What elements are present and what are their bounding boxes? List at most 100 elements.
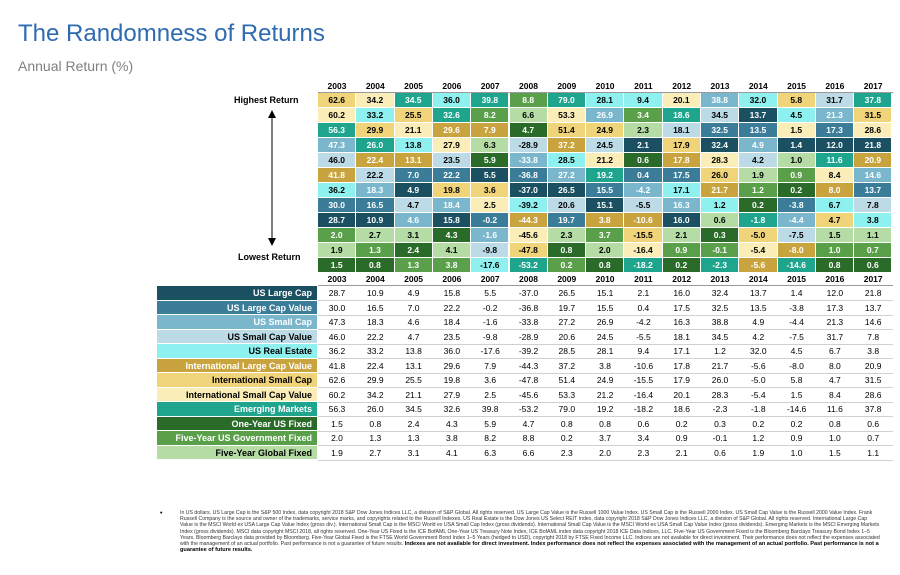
table-cell: 18.1: [673, 331, 690, 342]
ranked-cell: 1.5: [318, 258, 357, 273]
table-cell: -8.0: [789, 360, 804, 371]
ranked-cell: 17.3: [815, 123, 855, 138]
ranked-cell: 29.6: [432, 123, 472, 138]
table-cell: 30.0: [328, 302, 346, 313]
ranked-cell: 0.7: [854, 243, 893, 258]
ranked-cell: 34.5: [701, 108, 740, 123]
table-cell: 0.2: [675, 418, 688, 429]
ranked-cell: 1.9: [318, 243, 357, 258]
year-label: 2013: [710, 81, 730, 91]
year-label: 2015: [787, 274, 807, 284]
year-label: 2006: [442, 274, 462, 284]
year-label: 2004: [365, 274, 385, 284]
ranked-cell: 60.2: [318, 108, 357, 123]
table-cell: 32.6: [443, 404, 461, 414]
table-cell: 32.5: [711, 302, 729, 313]
table-cell: -1.6: [482, 317, 498, 327]
ranked-cell: 21.2: [586, 153, 625, 168]
table-cell: 37.2: [558, 360, 576, 371]
ranked-cell: 8.4: [815, 168, 855, 183]
year-label: 2003: [327, 274, 347, 284]
table-cell: 41.8: [328, 360, 346, 371]
table-cell: 13.7: [864, 302, 882, 313]
ranked-cell: 18.4: [432, 198, 472, 213]
year-label: 2009: [557, 81, 577, 91]
ranked-cell: 0.6: [701, 213, 740, 228]
year-label: 2017: [863, 81, 883, 91]
ranked-cell: 8.8: [509, 93, 548, 108]
table-cell: -33.8: [518, 317, 539, 327]
year-label: 2011: [634, 274, 653, 284]
ranked-cell: 13.8: [394, 138, 433, 153]
table-cell: 9.4: [637, 346, 650, 356]
table-cell: 18.6: [673, 404, 690, 414]
ranked-cell: -39.2: [509, 198, 548, 213]
table-cell: 28.5: [558, 346, 576, 356]
table-cell: -53.2: [518, 404, 539, 414]
ranked-cell: 18.3: [356, 183, 395, 198]
table-cell: 21.2: [596, 389, 614, 400]
ranked-cell: 28.5: [547, 153, 587, 168]
ranked-cell: -47.8: [509, 243, 548, 258]
ranked-cell: -17.6: [471, 258, 510, 273]
table-cell: 0.8: [560, 418, 573, 429]
page-subtitle: Annual Return (%): [18, 58, 134, 74]
row-rule: [318, 416, 893, 417]
ranked-cell: -5.4: [739, 243, 778, 258]
ranked-cell: -14.6: [777, 258, 816, 273]
ranked-cell: -7.5: [777, 228, 816, 243]
ranked-cell: 9.4: [624, 93, 663, 108]
table-cell: 4.7: [522, 418, 535, 429]
table-cell: 26.5: [558, 288, 576, 298]
table-cell: 4.6: [407, 317, 420, 327]
row-rule: [318, 314, 893, 316]
ranked-cell: 2.3: [624, 123, 663, 138]
ranked-cell: 14.6: [854, 168, 893, 183]
table-cell: 3.1: [407, 447, 420, 458]
ranked-cell: -1.6: [471, 228, 510, 243]
ranked-cell: 26.5: [547, 183, 587, 198]
table-cell: 4.9: [407, 288, 420, 298]
series-label: International Large Cap Value: [157, 358, 317, 373]
series-label: US Small Cap Value: [157, 329, 317, 344]
ranked-cell: 1.5: [777, 123, 816, 138]
series-label: US Large Cap: [157, 286, 317, 301]
ranked-cell: 34.5: [394, 93, 433, 108]
ranked-cell: 0.4: [624, 168, 663, 183]
ranked-cell: -1.8: [739, 213, 778, 228]
table-cell: 31.5: [864, 375, 882, 385]
table-cell: -3.8: [789, 302, 804, 313]
ranked-cell: 16.5: [356, 198, 395, 213]
ranked-cell: 29.9: [356, 123, 395, 138]
table-cell: 34.2: [367, 389, 384, 400]
table-cell: 17.3: [826, 302, 844, 313]
ranked-cell: 31.5: [854, 108, 893, 123]
table-cell: -44.3: [518, 360, 539, 371]
ranked-cell: 11.6: [815, 153, 855, 168]
ranked-cell: 36.0: [432, 93, 472, 108]
ranked-cell: 20.1: [662, 93, 701, 108]
ranked-cell: 33.2: [356, 108, 395, 123]
table-cell: 19.7: [558, 302, 576, 313]
table-cell: -47.8: [518, 375, 539, 385]
table-cell: 3.6: [484, 375, 497, 385]
ranked-cell: -28.9: [509, 138, 548, 153]
ranked-cell: -33.8: [509, 153, 548, 168]
table-cell: -39.2: [518, 346, 539, 356]
table-cell: 1.9: [331, 447, 343, 458]
table-cell: 22.2: [367, 331, 384, 342]
table-cell: 4.1: [445, 447, 458, 458]
table-cell: 20.6: [558, 331, 576, 342]
ranked-cell: -36.8: [509, 168, 548, 183]
table-cell: 27.9: [443, 389, 461, 400]
ranked-cell: -5.5: [624, 198, 663, 213]
ranked-cell: 2.3: [547, 228, 587, 243]
ranked-cell: 1.3: [356, 243, 395, 258]
table-cell: 4.2: [752, 331, 765, 342]
ranked-cell: 31.7: [815, 93, 855, 108]
ranked-cell: 8.0: [815, 183, 855, 198]
year-label: 2015: [787, 81, 807, 91]
ranked-cell: 17.9: [662, 138, 701, 153]
table-cell: -4.2: [636, 317, 651, 327]
ranked-cell: -10.6: [624, 213, 663, 228]
